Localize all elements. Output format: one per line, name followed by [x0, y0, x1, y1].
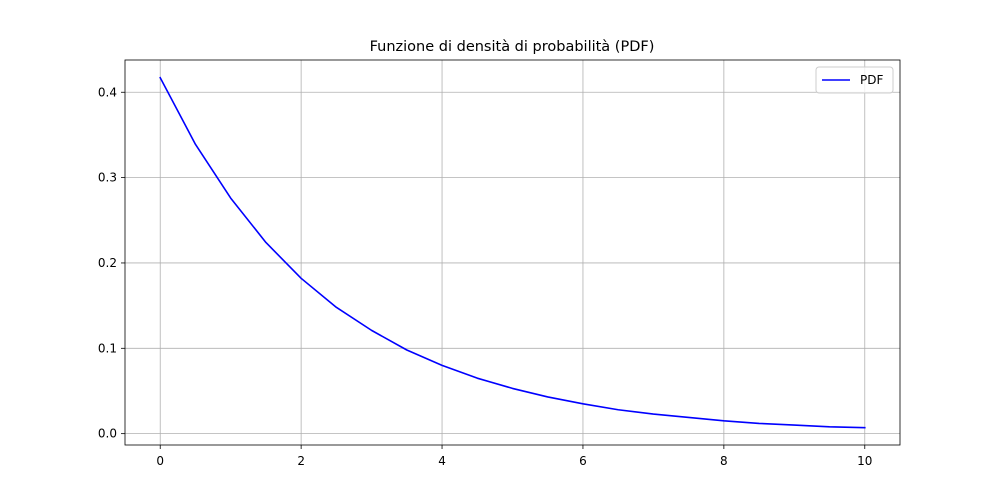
- legend-box: [815, 66, 894, 94]
- y-tick-label: 0.4: [98, 85, 117, 99]
- y-tick-label: 0.2: [98, 256, 117, 270]
- y-tick-label: 0.3: [98, 171, 117, 185]
- series-layer: [159, 76, 866, 429]
- x-tick-label: 10: [857, 454, 872, 468]
- legend-label: PDF: [860, 73, 883, 87]
- x-tick-label: 4: [438, 454, 446, 468]
- x-tick-label: 8: [720, 454, 728, 468]
- x-tick-label: 2: [297, 454, 305, 468]
- y-tick-label: 0.1: [98, 341, 117, 355]
- grid-layer: [125, 60, 900, 445]
- chart-title: Funzione di densità di probabilità (PDF): [370, 39, 655, 55]
- plot-frame: [124, 59, 901, 446]
- y-tick-label: 0.0: [98, 427, 117, 441]
- legend: PDF: [815, 66, 894, 94]
- x-tick-label: 6: [579, 454, 587, 468]
- x-tick-label: 0: [156, 454, 164, 468]
- series-line-pdf: [159, 76, 866, 429]
- tick-layer: 0 2 4 6 8 10 0.0 0.1 0.2 0.3 0.4: [98, 85, 873, 468]
